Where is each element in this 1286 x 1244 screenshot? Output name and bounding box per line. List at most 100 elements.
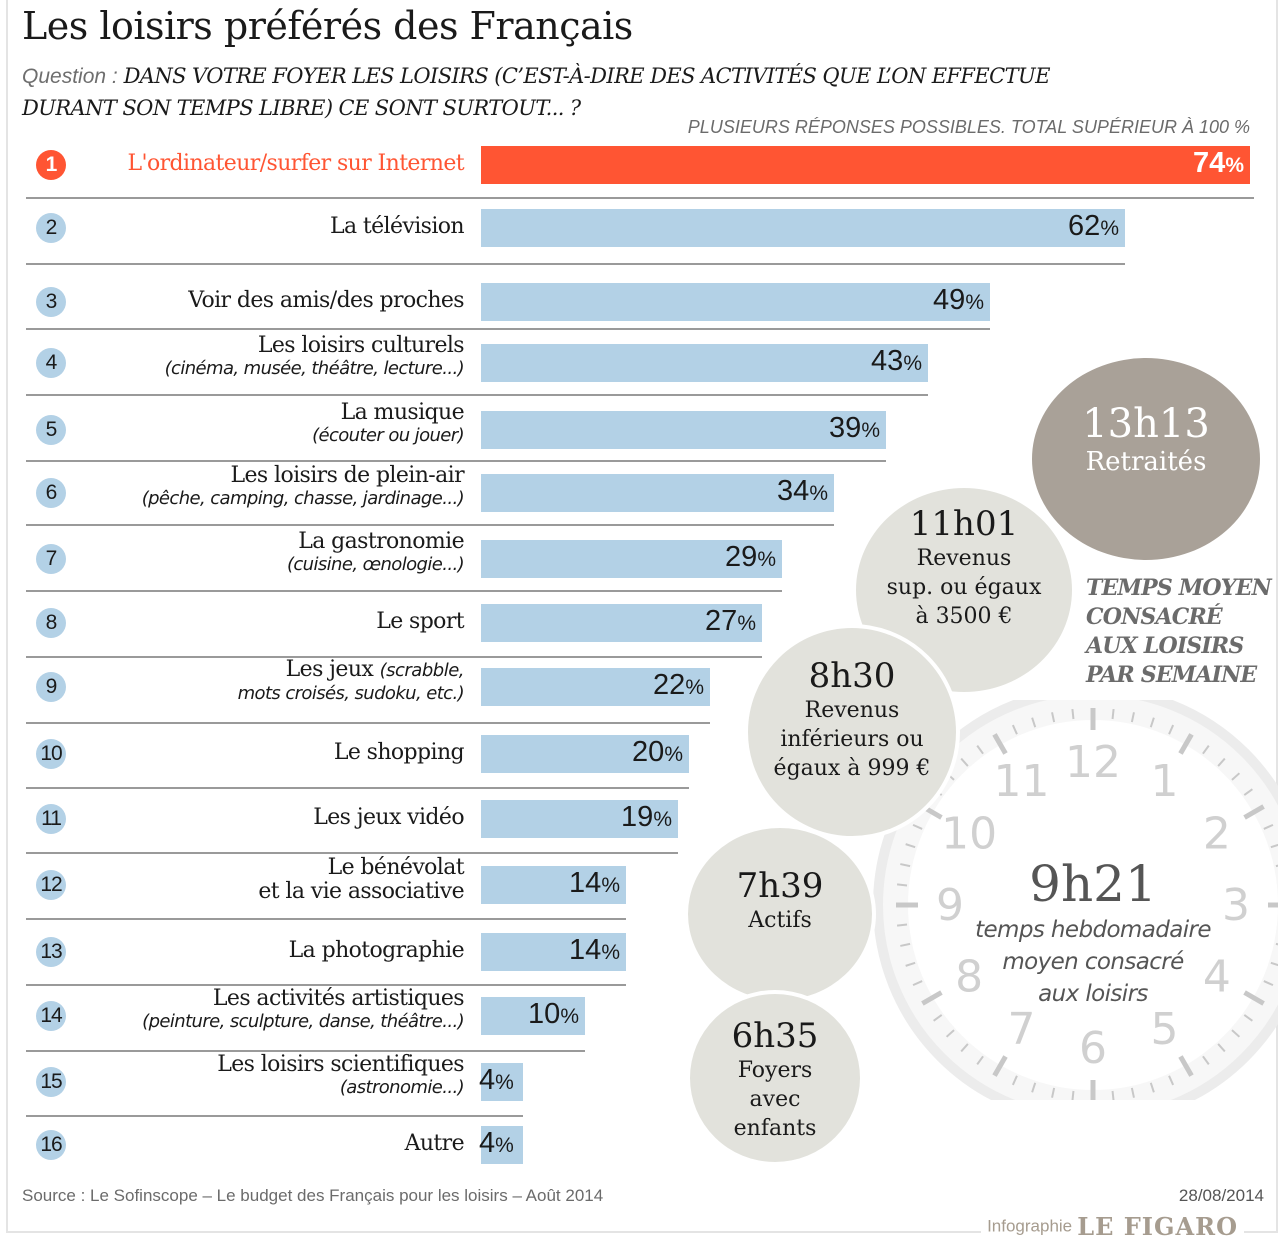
- value-label: 39%: [829, 412, 880, 445]
- category-label: Le shopping: [333, 740, 465, 765]
- rank-badge: 10: [36, 739, 66, 769]
- value-label: 34%: [777, 475, 828, 508]
- bubble-desc: égaux à 999 €: [773, 756, 931, 781]
- clock-numeral: 3: [1222, 880, 1250, 931]
- question-line-2: DURANT SON TEMPS LIBRE) CE SONT SURTOUT.…: [22, 96, 581, 120]
- rank-badge: 5: [36, 415, 66, 445]
- bubble-actifs: 7h39 Actifs: [684, 824, 876, 1004]
- bar: [481, 146, 1250, 184]
- category-name-text: Le shopping: [333, 740, 465, 765]
- value-label: 20%: [632, 736, 683, 769]
- clock-tick: [933, 1014, 943, 1022]
- bar: [481, 866, 626, 904]
- clock-tick: [900, 863, 911, 868]
- category-name-text: Les jeux: [285, 657, 374, 682]
- bar: [481, 735, 689, 773]
- category-detail: (astronomie...): [339, 1077, 465, 1098]
- value-number: 34: [777, 475, 810, 507]
- clock-numeral: 2: [1203, 809, 1231, 860]
- category-name-text: Les activités artistiques: [212, 986, 465, 1011]
- bar: [481, 283, 990, 321]
- source-note: Source : Le Sofinscope – Le budget des F…: [22, 1186, 604, 1205]
- clock-tick: [1275, 942, 1278, 946]
- row-divider: [26, 328, 990, 330]
- category-name: Les loisirs culturels: [165, 334, 465, 358]
- category-name-text: Les loisirs scientifiques: [217, 1052, 464, 1077]
- credit: Infographie LE FIGARO: [981, 1212, 1244, 1241]
- caption-line: TEMPS MOYEN: [1086, 575, 1272, 601]
- bubble-time: 8h30: [808, 656, 896, 696]
- row-divider: [26, 460, 886, 462]
- clock-tick: [921, 990, 943, 1006]
- clock-tick: [1231, 772, 1241, 781]
- category-name: Les jeux (scrabble,: [238, 657, 465, 683]
- value-number: 20: [632, 736, 665, 768]
- clock-tick: [1168, 1075, 1175, 1086]
- rank-badge: 6: [36, 478, 66, 508]
- caption-line: PAR SEMAINE: [1086, 662, 1257, 688]
- bar: [481, 800, 678, 838]
- clock-tick: [960, 1043, 969, 1053]
- value-number: 14: [569, 934, 602, 966]
- row-divider: [26, 722, 710, 724]
- category-label: L'ordinateur/surfer sur Internet: [128, 152, 465, 176]
- row-divider: [26, 524, 834, 526]
- average-desc-line: moyen consacré: [1002, 949, 1184, 975]
- value-label: 19%: [621, 801, 672, 834]
- clock-tick: [1011, 1075, 1018, 1086]
- category-detail-inline: (scrabble,: [379, 660, 465, 681]
- question-label: Question :: [22, 65, 124, 88]
- rank-badge: 13: [36, 937, 66, 967]
- percent-sign: %: [495, 1071, 514, 1094]
- clock-tick: [1243, 1014, 1253, 1022]
- value-number: 4: [479, 1127, 496, 1159]
- bubble-time: 11h01: [909, 504, 1019, 544]
- category-label: Voir des amis/des proches: [188, 289, 464, 313]
- bar: [481, 411, 886, 449]
- average-desc-line: aux loisirs: [1038, 981, 1148, 1007]
- clock-tick: [1270, 961, 1278, 967]
- bar: [481, 997, 585, 1035]
- value-label: 22%: [653, 669, 704, 702]
- clock-numeral: 5: [1151, 1004, 1179, 1055]
- category-name-text: Autre: [404, 1131, 465, 1156]
- category-detail: mots croisés, sudoku, etc.): [237, 683, 465, 704]
- category-name-text: Les loisirs de plein-air: [230, 463, 465, 488]
- clock-tick: [1263, 980, 1274, 987]
- credit-prefix: Infographie: [987, 1216, 1073, 1236]
- category-name-text: La photographie: [288, 938, 465, 963]
- clock-tick: [1130, 712, 1135, 723]
- rank-badge: 11: [36, 804, 66, 834]
- rank-badge: 8: [36, 608, 66, 638]
- row-divider: [26, 984, 626, 986]
- rank-badge: 7: [36, 544, 66, 574]
- category-name-text: Le bénévolat: [327, 855, 465, 880]
- row-divider: [26, 1115, 523, 1117]
- category-label: Les loisirs scientifiques (astronomie...): [217, 1053, 464, 1099]
- clock-tick: [1243, 804, 1265, 820]
- category-name-text: La musique: [340, 400, 465, 425]
- category-label: Autre: [404, 1131, 465, 1156]
- clock-numeral: 11: [994, 756, 1050, 807]
- bubble-time: 6h35: [731, 1016, 819, 1056]
- clock-tick: [976, 1055, 984, 1065]
- clock-dial: [908, 720, 1278, 1090]
- caption-line: CONSACRÉ: [1086, 604, 1223, 630]
- clock-tick: [896, 883, 908, 887]
- category-detail: (peinture, sculpture, danse, théâtre...): [142, 1011, 464, 1032]
- clock-numeral: 7: [1008, 1004, 1036, 1055]
- rank-badge: 14: [36, 1001, 66, 1031]
- category-label: La gastronomie (cuisine, œnologie...): [287, 530, 465, 576]
- bar: [481, 1063, 523, 1101]
- clock-tick: [1263, 823, 1274, 830]
- category-name-line2: et la vie associative: [258, 879, 464, 904]
- clock-tick: [896, 923, 908, 927]
- clock-tick: [1111, 708, 1115, 720]
- value-number: 4: [479, 1064, 496, 1096]
- bubble-desc: à 3500 €: [915, 604, 1013, 629]
- bubble-time: 13h13: [1082, 401, 1210, 447]
- percent-sign: %: [809, 482, 828, 505]
- percent-sign: %: [664, 743, 683, 766]
- bar: [481, 604, 762, 642]
- category-label: La télévision: [330, 215, 465, 239]
